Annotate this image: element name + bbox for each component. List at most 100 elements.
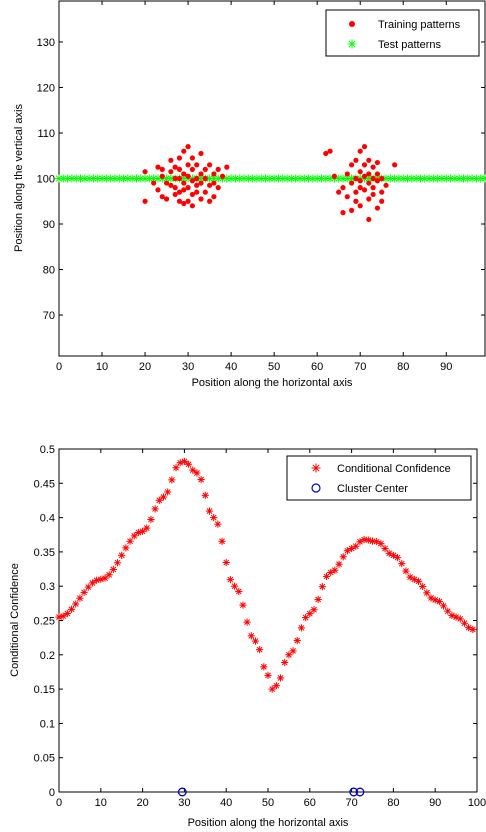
training-pattern-point	[370, 175, 376, 182]
cluster-center-point	[177, 787, 187, 797]
top-x-tick-label: 70	[354, 361, 366, 373]
training-pattern-point	[357, 185, 363, 191]
training-pattern-point	[181, 171, 187, 177]
confidence-point	[419, 582, 427, 591]
training-pattern-point	[224, 164, 230, 170]
confidence-point	[109, 565, 117, 574]
confidence-point	[147, 515, 155, 524]
confidence-point	[444, 607, 452, 615]
top-y-tick-label: 110	[37, 128, 55, 140]
training-pattern-point	[379, 189, 385, 195]
top-y-tick-label: 70	[43, 310, 55, 322]
confidence-point	[93, 576, 101, 584]
chart-bottom: 0 10 20 30 40 50 60 70 80 90 100 0 0.05 0.1 0.15 0.2 0.…	[9, 444, 486, 829]
bottom-x-tick-label: 80	[387, 797, 399, 809]
training-pattern-point	[185, 185, 191, 191]
training-pattern-point	[340, 210, 346, 216]
bottom-y-tick-label: 0.2	[40, 650, 55, 662]
confidence-point	[352, 542, 360, 550]
bottom-y-axis-label: Conditional Confidence	[9, 563, 21, 677]
confidence-point	[377, 540, 385, 548]
training-pattern-point	[202, 166, 208, 172]
confidence-point	[435, 597, 443, 606]
bottom-y-tick-label: 0.35	[34, 547, 55, 559]
training-pattern-point	[198, 180, 204, 186]
training-pattern-point	[198, 196, 204, 202]
training-pattern-point	[189, 166, 195, 172]
confidence-point	[456, 615, 464, 623]
top-x-tick-label: 20	[139, 361, 151, 373]
training-pattern-point	[163, 196, 170, 202]
confidence-point	[289, 647, 297, 655]
training-pattern-point	[219, 173, 226, 179]
confidence-point	[335, 560, 343, 568]
top-y-tick-label: 90	[43, 219, 55, 231]
bottom-y-tick-label: 0.05	[34, 753, 55, 765]
bottom-y-tick-label: 0.5	[40, 444, 55, 456]
confidence-point	[439, 602, 448, 610]
training-pattern-point	[194, 175, 200, 182]
training-pattern-point	[207, 182, 213, 188]
top-y-tick-label: 130	[37, 37, 55, 49]
confidence-point	[469, 625, 477, 634]
confidence-point	[398, 560, 406, 568]
training-pattern-point	[211, 180, 217, 186]
confidence-point	[293, 636, 301, 645]
confidence-point	[76, 594, 84, 602]
training-pattern-point	[142, 198, 148, 204]
top-x-tick-label: 0	[56, 361, 62, 373]
bottom-x-tick-label: 60	[304, 797, 316, 809]
training-pattern-point	[189, 203, 195, 209]
training-pattern-point	[168, 169, 174, 175]
confidence-point	[260, 663, 268, 671]
confidence-point	[268, 685, 276, 693]
top-legend-box	[325, 9, 480, 57]
bottom-x-tick-label: 20	[136, 797, 148, 809]
training-pattern-point	[168, 157, 174, 163]
confidence-point	[276, 674, 285, 682]
bottom-x-tick-label: 70	[345, 797, 357, 809]
training-pattern-point	[374, 159, 381, 166]
training-pattern-point	[155, 187, 161, 193]
confidence-point	[172, 464, 180, 472]
confidence-point	[327, 568, 335, 577]
legend-training-marker	[349, 21, 355, 27]
training-pattern-point	[344, 171, 350, 177]
confidence-point	[331, 566, 339, 574]
bottom-x-tick-label: 90	[429, 797, 441, 809]
training-pattern-point	[176, 166, 183, 172]
bottom-x-tick-labels: 0 10 20 30 40 50 60 70 80 90 100	[56, 797, 486, 809]
training-pattern-point	[361, 173, 368, 179]
confidence-point	[55, 613, 63, 621]
training-pattern-point	[176, 189, 183, 195]
confidence-point	[318, 583, 326, 591]
training-pattern-point	[207, 198, 213, 204]
training-pattern-point	[163, 180, 170, 186]
top-x-tick-label: 30	[182, 361, 194, 373]
training-pattern-point	[176, 175, 183, 182]
bottom-x-tick-label: 50	[262, 797, 274, 809]
legend-confidence-marker	[311, 463, 321, 473]
training-pattern-point	[374, 178, 381, 184]
training-pattern-point	[353, 189, 359, 195]
training-pattern-point	[340, 185, 346, 191]
training-pattern-point	[172, 175, 178, 182]
legend-test-asterisk	[347, 39, 357, 49]
confidence-point	[460, 619, 469, 627]
training-pattern-point	[202, 175, 208, 182]
training-pattern-point	[155, 164, 161, 170]
top-x-tick-labels: 0 10 20 30 40 50 60 70 80 90	[56, 361, 452, 373]
training-pattern-point	[374, 171, 381, 177]
top-y-tick-label: 80	[43, 265, 55, 277]
confidence-point	[356, 538, 364, 546]
confidence-point	[339, 553, 347, 561]
training-pattern-point	[159, 173, 165, 179]
confidence-point	[314, 595, 322, 604]
training-pattern-point	[370, 164, 376, 170]
legend-center-marker	[311, 483, 321, 493]
confidence-point	[101, 574, 109, 582]
top-x-tick-label: 80	[397, 361, 409, 373]
top-y-tick-labels: 70 80 90 100 110 120 130	[37, 37, 55, 322]
confidence-point	[348, 544, 356, 553]
